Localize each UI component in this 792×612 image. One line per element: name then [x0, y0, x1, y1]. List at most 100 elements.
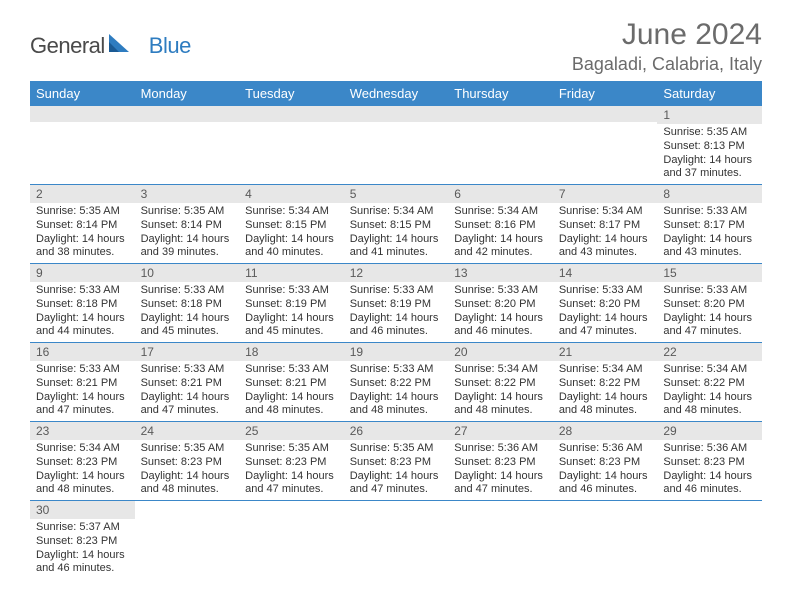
- sunset-text: Sunset: 8:13 PM: [663, 140, 756, 154]
- day-detail: Sunrise: 5:33 AMSunset: 8:19 PMDaylight:…: [344, 282, 449, 342]
- sunrise-text: Sunrise: 5:34 AM: [36, 442, 129, 456]
- day-number: 18: [239, 343, 344, 361]
- calendar-cell: 5Sunrise: 5:34 AMSunset: 8:15 PMDaylight…: [344, 185, 449, 264]
- sunset-text: Sunset: 8:17 PM: [559, 219, 652, 233]
- calendar-cell: [553, 501, 658, 580]
- day-number: 30: [30, 501, 135, 519]
- calendar-cell: [344, 501, 449, 580]
- day-detail: Sunrise: 5:36 AMSunset: 8:23 PMDaylight:…: [657, 440, 762, 500]
- sunrise-text: Sunrise: 5:34 AM: [454, 363, 547, 377]
- sunrise-text: Sunrise: 5:33 AM: [663, 284, 756, 298]
- calendar-cell: [135, 106, 240, 185]
- calendar-cell: 16Sunrise: 5:33 AMSunset: 8:21 PMDayligh…: [30, 343, 135, 422]
- sunset-text: Sunset: 8:23 PM: [559, 456, 652, 470]
- day-detail: Sunrise: 5:35 AMSunset: 8:14 PMDaylight:…: [30, 203, 135, 263]
- sunrise-text: Sunrise: 5:33 AM: [36, 284, 129, 298]
- sunset-text: Sunset: 8:21 PM: [141, 377, 234, 391]
- daylight-text: Daylight: 14 hours and 47 minutes.: [559, 312, 652, 340]
- calendar-cell: 21Sunrise: 5:34 AMSunset: 8:22 PMDayligh…: [553, 343, 658, 422]
- sunrise-text: Sunrise: 5:36 AM: [663, 442, 756, 456]
- sunrise-text: Sunrise: 5:33 AM: [245, 284, 338, 298]
- sunrise-text: Sunrise: 5:35 AM: [36, 205, 129, 219]
- daylight-text: Daylight: 14 hours and 44 minutes.: [36, 312, 129, 340]
- day-number: 26: [344, 422, 449, 440]
- weekday-header: Wednesday: [344, 81, 449, 106]
- day-detail: Sunrise: 5:35 AMSunset: 8:23 PMDaylight:…: [344, 440, 449, 500]
- calendar-cell: [344, 106, 449, 185]
- day-detail: Sunrise: 5:33 AMSunset: 8:20 PMDaylight:…: [448, 282, 553, 342]
- day-detail: Sunrise: 5:34 AMSunset: 8:22 PMDaylight:…: [448, 361, 553, 421]
- day-detail: Sunrise: 5:33 AMSunset: 8:22 PMDaylight:…: [344, 361, 449, 421]
- day-number: 21: [553, 343, 658, 361]
- day-number: 2: [30, 185, 135, 203]
- calendar-week-row: 16Sunrise: 5:33 AMSunset: 8:21 PMDayligh…: [30, 343, 762, 422]
- sunrise-text: Sunrise: 5:35 AM: [350, 442, 443, 456]
- calendar-body: 1 Sunrise: 5:35 AM Sunset: 8:13 PM Daylight…: [30, 106, 762, 579]
- day-number: 13: [448, 264, 553, 282]
- daylight-text: Daylight: 14 hours and 41 minutes.: [350, 233, 443, 261]
- calendar-cell: 28Sunrise: 5:36 AMSunset: 8:23 PMDayligh…: [553, 422, 658, 501]
- sunset-text: Sunset: 8:17 PM: [663, 219, 756, 233]
- day-detail: Sunrise: 5:33 AMSunset: 8:19 PMDaylight:…: [239, 282, 344, 342]
- sunrise-text: Sunrise: 5:34 AM: [559, 363, 652, 377]
- daylight-text: Daylight: 14 hours and 47 minutes.: [663, 312, 756, 340]
- calendar-cell: 25Sunrise: 5:35 AMSunset: 8:23 PMDayligh…: [239, 422, 344, 501]
- day-number: 1: [657, 106, 762, 124]
- day-number: 17: [135, 343, 240, 361]
- weekday-header: Friday: [553, 81, 658, 106]
- day-number: 6: [448, 185, 553, 203]
- day-detail: Sunrise: 5:34 AMSunset: 8:23 PMDaylight:…: [30, 440, 135, 500]
- sunset-text: Sunset: 8:23 PM: [36, 535, 129, 549]
- sunset-text: Sunset: 8:19 PM: [350, 298, 443, 312]
- sunrise-text: Sunrise: 5:33 AM: [663, 205, 756, 219]
- calendar-cell: [448, 106, 553, 185]
- sunset-text: Sunset: 8:21 PM: [245, 377, 338, 391]
- daylight-text: Daylight: 14 hours and 40 minutes.: [245, 233, 338, 261]
- day-detail: Sunrise: 5:33 AMSunset: 8:17 PMDaylight:…: [657, 203, 762, 263]
- day-number: 9: [30, 264, 135, 282]
- day-number: 4: [239, 185, 344, 203]
- day-detail: Sunrise: 5:34 AMSunset: 8:16 PMDaylight:…: [448, 203, 553, 263]
- weekday-header: Saturday: [657, 81, 762, 106]
- empty-daynum: [239, 106, 344, 122]
- calendar-cell: [657, 501, 762, 580]
- daylight-text: Daylight: 14 hours and 48 minutes.: [141, 470, 234, 498]
- sunrise-text: Sunrise: 5:34 AM: [245, 205, 338, 219]
- daylight-text: Daylight: 14 hours and 47 minutes.: [141, 391, 234, 419]
- calendar-cell: 9 Sunrise: 5:33 AMSunset: 8:18 PMDaylight…: [30, 264, 135, 343]
- sunset-text: Sunset: 8:23 PM: [36, 456, 129, 470]
- daylight-text: Daylight: 14 hours and 46 minutes.: [663, 470, 756, 498]
- calendar-cell: 30 Sunrise: 5:37 AMSunset: 8:23 PMDayligh…: [30, 501, 135, 580]
- daylight-text: Daylight: 14 hours and 48 minutes.: [559, 391, 652, 419]
- sunrise-text: Sunrise: 5:37 AM: [36, 521, 129, 535]
- sunrise-text: Sunrise: 5:34 AM: [559, 205, 652, 219]
- day-number: 24: [135, 422, 240, 440]
- calendar-cell: 26Sunrise: 5:35 AMSunset: 8:23 PMDayligh…: [344, 422, 449, 501]
- sunset-text: Sunset: 8:14 PM: [36, 219, 129, 233]
- sunset-text: Sunset: 8:18 PM: [36, 298, 129, 312]
- month-title: June 2024: [572, 18, 762, 52]
- daylight-text: Daylight: 14 hours and 47 minutes.: [36, 391, 129, 419]
- calendar-week-row: 2Sunrise: 5:35 AMSunset: 8:14 PMDaylight…: [30, 185, 762, 264]
- day-detail: Sunrise: 5:35 AMSunset: 8:23 PMDaylight:…: [135, 440, 240, 500]
- calendar-cell: 4Sunrise: 5:34 AMSunset: 8:15 PMDaylight…: [239, 185, 344, 264]
- weekday-header: Monday: [135, 81, 240, 106]
- sunrise-text: Sunrise: 5:34 AM: [454, 205, 547, 219]
- day-number: 5: [344, 185, 449, 203]
- weekday-header: Tuesday: [239, 81, 344, 106]
- daylight-text: Daylight: 14 hours and 46 minutes.: [36, 549, 129, 577]
- sunset-text: Sunset: 8:23 PM: [245, 456, 338, 470]
- sunset-text: Sunset: 8:23 PM: [141, 456, 234, 470]
- day-detail: Sunrise: 5:34 AMSunset: 8:15 PMDaylight:…: [239, 203, 344, 263]
- page-header: General Blue June 2024 Bagaladi, Calabri…: [30, 18, 762, 75]
- calendar-cell: 7Sunrise: 5:34 AMSunset: 8:17 PMDaylight…: [553, 185, 658, 264]
- calendar-week-row: 23Sunrise: 5:34 AMSunset: 8:23 PMDayligh…: [30, 422, 762, 501]
- day-detail: Sunrise: 5:34 AMSunset: 8:15 PMDaylight:…: [344, 203, 449, 263]
- sunset-text: Sunset: 8:14 PM: [141, 219, 234, 233]
- day-detail: Sunrise: 5:36 AMSunset: 8:23 PMDaylight:…: [553, 440, 658, 500]
- logo: General Blue: [30, 32, 191, 59]
- day-detail: Sunrise: 5:33 AMSunset: 8:21 PMDaylight:…: [239, 361, 344, 421]
- calendar-week-row: 1Sunrise: 5:35 AMSunset: 8:13 PMDaylight…: [30, 106, 762, 185]
- day-detail: Sunrise: 5:34 AMSunset: 8:22 PMDaylight:…: [657, 361, 762, 421]
- daylight-text: Daylight: 14 hours and 46 minutes.: [350, 312, 443, 340]
